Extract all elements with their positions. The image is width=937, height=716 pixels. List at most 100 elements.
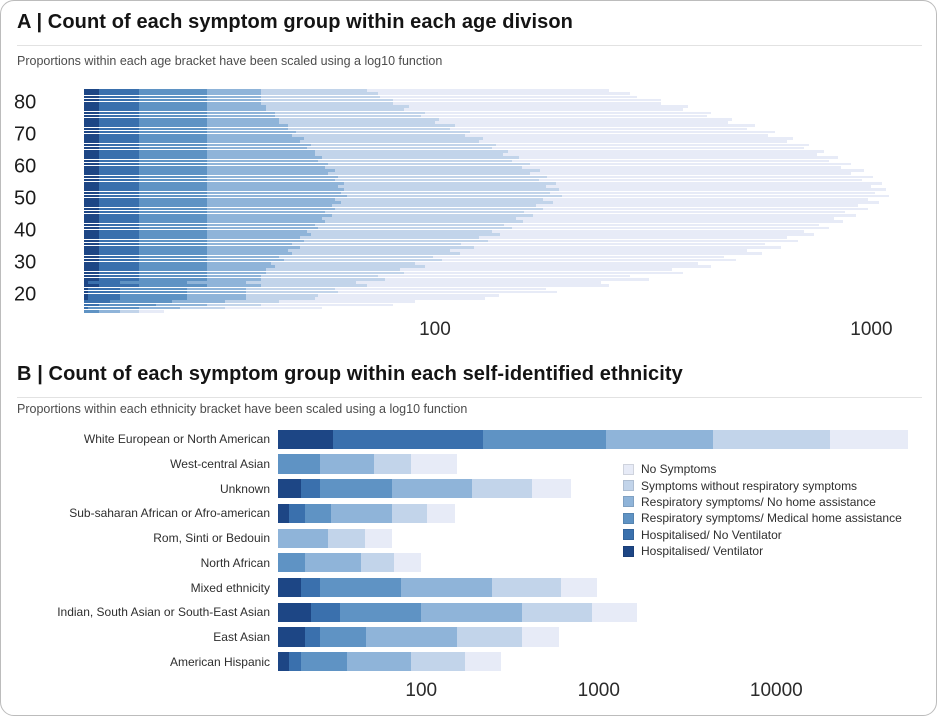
stacked-bar-row bbox=[84, 159, 906, 163]
bar-segment bbox=[829, 429, 908, 449]
bar-segment bbox=[314, 153, 503, 156]
bar-segment bbox=[246, 281, 357, 284]
bar-segment bbox=[87, 294, 121, 297]
bar-segment bbox=[491, 146, 804, 150]
bar-segment bbox=[224, 300, 280, 304]
bar-segment bbox=[99, 153, 140, 156]
bar-segment bbox=[139, 310, 165, 313]
bar-segment bbox=[206, 108, 266, 112]
bar-segment bbox=[99, 258, 140, 262]
stacked-bar-row bbox=[84, 191, 906, 195]
bar-segment bbox=[139, 278, 207, 281]
bar-segment bbox=[206, 191, 342, 195]
bar-segment bbox=[139, 239, 207, 243]
bar-segment bbox=[139, 159, 207, 163]
bar-segment bbox=[533, 214, 856, 217]
bar-segment bbox=[206, 182, 345, 185]
bar-segment bbox=[278, 429, 334, 449]
bar-segment bbox=[84, 223, 100, 227]
bar-segment bbox=[99, 246, 140, 249]
bar-segment bbox=[314, 223, 505, 227]
bar-segment bbox=[84, 214, 100, 217]
bar-segment bbox=[139, 191, 207, 195]
bar-segment bbox=[84, 268, 100, 272]
stacked-bar-row bbox=[84, 124, 906, 128]
bar-segment bbox=[84, 207, 100, 211]
bar-segment bbox=[713, 429, 830, 449]
bar-segment bbox=[278, 577, 301, 598]
bar-segment bbox=[206, 262, 271, 265]
stacked-bar-row bbox=[84, 300, 906, 304]
stacked-bar-row bbox=[84, 268, 906, 272]
bar-segment bbox=[84, 300, 110, 304]
y-axis-category-label: East Asian bbox=[213, 629, 270, 644]
bar-segment bbox=[206, 102, 262, 105]
bar-segment bbox=[84, 162, 100, 166]
bar-segment bbox=[99, 198, 140, 201]
bar-segment bbox=[334, 198, 544, 201]
bar-segment bbox=[328, 162, 530, 166]
bar-segment bbox=[84, 178, 100, 182]
legend-swatch bbox=[623, 463, 634, 475]
bar-segment bbox=[206, 153, 315, 156]
bar-segment bbox=[433, 255, 725, 259]
bar-segment bbox=[84, 278, 100, 281]
stacked-bar-row bbox=[84, 207, 906, 211]
bar-segment bbox=[206, 239, 304, 243]
stacked-bar-row bbox=[84, 111, 906, 115]
legend-swatch bbox=[623, 529, 634, 541]
bar-segment bbox=[459, 252, 762, 256]
bar-segment bbox=[325, 166, 522, 169]
bar-segment bbox=[561, 194, 890, 198]
bar-segment bbox=[99, 156, 140, 160]
stacked-bar-row bbox=[84, 140, 906, 144]
y-axis-category-label: West-central Asian bbox=[170, 457, 270, 472]
y-axis-category-label: American Hispanic bbox=[169, 654, 270, 669]
bar-segment bbox=[307, 146, 492, 150]
bar-segment bbox=[206, 89, 262, 92]
bar-segment bbox=[99, 108, 140, 112]
bar-segment bbox=[139, 140, 207, 144]
stacked-bar-row bbox=[84, 146, 906, 150]
bar-segment bbox=[330, 503, 392, 524]
x-axis-tick-label: 10000 bbox=[749, 680, 803, 701]
bar-segment bbox=[502, 153, 817, 156]
bar-segment bbox=[99, 143, 140, 147]
bar-segment bbox=[84, 284, 100, 288]
bar-segment bbox=[156, 303, 207, 307]
panel-a-subtitle: Proportions within each age bracket have… bbox=[17, 54, 443, 68]
stacked-bar-row bbox=[84, 134, 906, 137]
stacked-bar-row bbox=[278, 503, 923, 524]
bar-segment bbox=[265, 268, 400, 272]
bar-segment bbox=[99, 268, 140, 272]
stacked-bar-row bbox=[84, 287, 906, 291]
bar-segment bbox=[442, 258, 737, 262]
bar-segment bbox=[206, 271, 266, 275]
stacked-bar-row bbox=[84, 290, 906, 294]
bar-segment bbox=[529, 172, 852, 176]
stacked-bar-row bbox=[84, 121, 906, 124]
bar-segment bbox=[278, 454, 321, 474]
legend-label: Hospitalised/ No Ventilator bbox=[641, 527, 782, 542]
bar-segment bbox=[99, 274, 140, 278]
bar-segment bbox=[318, 294, 499, 297]
stacked-bar-row bbox=[278, 429, 923, 449]
legend-label: No Symptoms bbox=[641, 462, 717, 477]
bar-segment bbox=[84, 102, 100, 105]
chart-legend: No Symptoms Symptoms without respiratory … bbox=[623, 461, 902, 559]
legend-swatch bbox=[623, 496, 634, 508]
bar-segment bbox=[99, 262, 140, 265]
bar-segment bbox=[84, 281, 88, 284]
bar-segment bbox=[84, 252, 100, 256]
bar-segment bbox=[535, 204, 858, 208]
bar-segment bbox=[555, 182, 883, 185]
legend-swatch bbox=[623, 512, 634, 524]
bar-segment bbox=[356, 281, 601, 284]
bar-segment bbox=[139, 217, 207, 220]
bar-segment bbox=[278, 503, 290, 524]
y-axis-category-label: North African bbox=[200, 555, 270, 570]
bar-segment bbox=[84, 198, 100, 201]
bar-segment bbox=[99, 178, 140, 182]
bar-segment bbox=[206, 98, 262, 102]
bar-segment bbox=[507, 150, 825, 153]
